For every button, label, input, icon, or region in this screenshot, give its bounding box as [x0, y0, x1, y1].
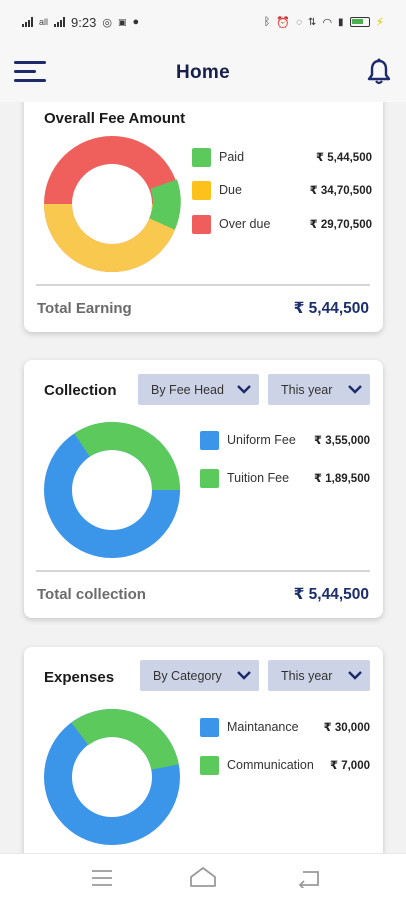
legend-label: Tuition Fee [227, 471, 290, 485]
data-icon: ⇅ [308, 16, 317, 28]
status-right: ᛒ ⏰ ◌ ⇅ ◠ ▮ ⚡ [264, 15, 384, 29]
signal-bars-icon: ▮ [338, 16, 344, 28]
home-icon[interactable] [189, 866, 217, 888]
signal-icon-2 [54, 17, 66, 27]
legend-label: Over due [219, 217, 271, 231]
back-icon[interactable] [298, 868, 320, 888]
dashboard-content[interactable]: Overall Fee Amount Paid ₹ 5,44,500 Due ₹… [0, 102, 406, 853]
collection-card-title: Collection [44, 382, 117, 399]
notification-bell-icon[interactable] [366, 58, 392, 86]
legend-amount: ₹ 29,70,500 [309, 219, 372, 231]
total-earning-value: ₹ 5,44,500 [293, 300, 369, 317]
legend-item-communication: Communication [200, 755, 314, 775]
total-earning-label: Total Earning [37, 300, 132, 317]
clock: 9:23 [71, 14, 97, 30]
legend-label: Maintanance [227, 720, 299, 734]
chat-icon: ● [132, 16, 140, 28]
chevron-down-icon [348, 671, 362, 680]
legend-item-over-due: Over due [192, 214, 270, 234]
page-title: Home [176, 62, 230, 83]
fee-legend: Paid ₹ 5,44,500 Due ₹ 34,70,500 Over due… [192, 147, 372, 247]
legend-item-tuition-fee: Tuition Fee [200, 468, 289, 488]
bluetooth-icon: ᛒ [263, 16, 271, 28]
whatsapp-icon: ◎ [102, 16, 112, 29]
legend-item-maintanance: Maintanance [200, 717, 299, 737]
chevron-down-icon [348, 385, 362, 394]
dropdown-label: This year [281, 382, 333, 397]
collection-donut-chart [44, 421, 180, 558]
divider [36, 570, 370, 572]
chevron-down-icon [237, 385, 251, 394]
year-dropdown[interactable]: This year [268, 660, 370, 691]
expenses-legend: Maintanance ₹ 30,000 Communication ₹ 7,0… [200, 717, 370, 787]
system-nav-bar [0, 853, 406, 900]
network-label: all [39, 17, 49, 27]
communication-swatch [200, 755, 219, 775]
fee-donut-chart [44, 136, 181, 273]
tuition-fee-swatch [200, 468, 219, 488]
maintanance-swatch [200, 717, 219, 737]
legend-label: Uniform Fee [227, 433, 296, 447]
legend-amount: ₹ 7,000 [330, 760, 370, 772]
hamburger-menu-icon[interactable] [14, 61, 46, 83]
status-bar: all 9:23 ◎ ▣ ● ᛒ ⏰ ◌ ⇅ ◠ ▮ ⚡ [0, 0, 406, 44]
fee-head-dropdown[interactable]: By Fee Head [138, 374, 259, 405]
legend-label: Paid [219, 150, 245, 164]
collection-legend: Uniform Fee ₹ 3,55,000 Tuition Fee ₹ 1,8… [200, 430, 370, 500]
uniform-fee-swatch [200, 430, 219, 450]
charging-icon: ⚡ [375, 15, 384, 29]
collection-card: Collection By Fee Head This year Uniform… [24, 360, 383, 618]
alarm-icon: ⏰ [276, 16, 291, 29]
legend-item-paid: Paid [192, 147, 244, 167]
dropdown-label: By Category [153, 668, 222, 683]
expenses-card: Expenses By Category This year Maintanan… [24, 647, 383, 853]
chevron-down-icon [237, 671, 251, 680]
expenses-card-title: Expenses [44, 669, 115, 686]
legend-label: Communication [227, 758, 314, 772]
wifi-icon: ◠ [322, 16, 333, 29]
legend-amount: ₹ 34,70,500 [309, 185, 372, 197]
app-header: Home [0, 44, 406, 102]
legend-amount: ₹ 30,000 [323, 722, 370, 734]
category-dropdown[interactable]: By Category [140, 660, 259, 691]
legend-label: Due [219, 183, 242, 197]
over-due-swatch [192, 214, 211, 234]
dropdown-label: This year [281, 668, 333, 683]
mute-icon: ◌ [296, 16, 303, 28]
status-left: all 9:23 ◎ ▣ ● [22, 15, 139, 30]
fee-card: Overall Fee Amount Paid ₹ 5,44,500 Due ₹… [24, 102, 383, 332]
year-dropdown[interactable]: This year [268, 374, 370, 405]
fee-card-title: Overall Fee Amount [44, 110, 186, 127]
total-collection-value: ₹ 5,44,500 [293, 586, 369, 603]
total-collection-label: Total collection [37, 586, 146, 603]
legend-amount: ₹ 1,89,500 [314, 473, 370, 485]
divider [36, 284, 370, 286]
recent-apps-icon[interactable] [91, 868, 113, 888]
paid-swatch [192, 147, 211, 167]
expenses-donut-chart [44, 708, 180, 845]
legend-amount: ₹ 5,44,500 [316, 152, 372, 164]
signal-icon [22, 17, 33, 27]
dropdown-label: By Fee Head [151, 382, 224, 397]
app-icon: ▣ [117, 16, 127, 27]
battery-icon [349, 17, 370, 27]
legend-item-uniform-fee: Uniform Fee [200, 430, 296, 450]
legend-item-due: Due [192, 180, 242, 200]
due-swatch [192, 180, 211, 200]
legend-amount: ₹ 3,55,000 [314, 435, 370, 447]
